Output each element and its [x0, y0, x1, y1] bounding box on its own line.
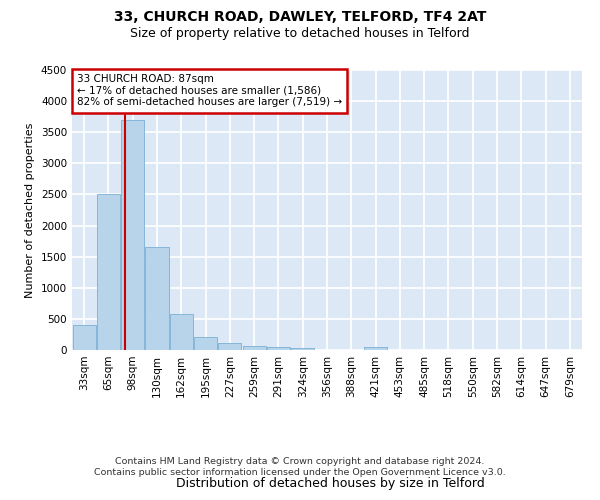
Bar	[218, 343, 241, 350]
Text: Size of property relative to detached houses in Telford: Size of property relative to detached ho…	[130, 28, 470, 40]
Text: Contains HM Land Registry data © Crown copyright and database right 2024.
Contai: Contains HM Land Registry data © Crown c…	[94, 458, 506, 477]
Bar	[242, 346, 266, 350]
Bar	[267, 347, 290, 350]
Bar	[121, 120, 144, 350]
Bar	[145, 248, 169, 350]
Bar	[73, 325, 95, 350]
Bar	[194, 337, 217, 350]
Bar	[170, 314, 193, 350]
Text: 33 CHURCH ROAD: 87sqm
← 17% of detached houses are smaller (1,586)
82% of semi-d: 33 CHURCH ROAD: 87sqm ← 17% of detached …	[77, 74, 342, 108]
Text: 33, CHURCH ROAD, DAWLEY, TELFORD, TF4 2AT: 33, CHURCH ROAD, DAWLEY, TELFORD, TF4 2A…	[114, 10, 486, 24]
Bar	[364, 347, 387, 350]
Y-axis label: Number of detached properties: Number of detached properties	[25, 122, 35, 298]
Text: Distribution of detached houses by size in Telford: Distribution of detached houses by size …	[176, 477, 484, 490]
Bar	[97, 194, 120, 350]
Bar	[291, 348, 314, 350]
